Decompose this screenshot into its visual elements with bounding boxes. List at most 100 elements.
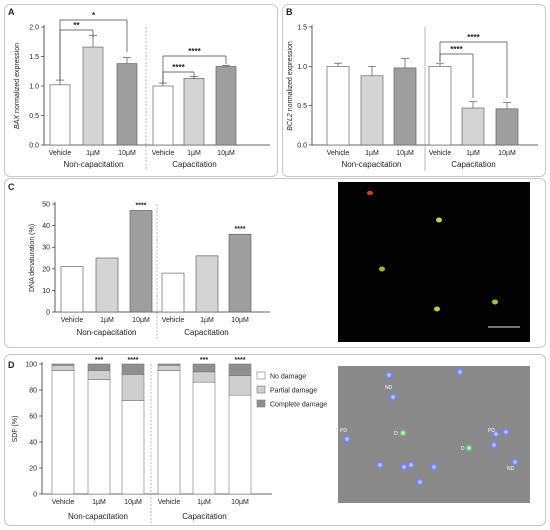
significance-stars: **	[73, 21, 80, 30]
x-tick-label: 1µM	[187, 150, 201, 157]
bar	[95, 257, 119, 313]
y-tick-label: 20	[42, 266, 50, 273]
bar-segment-complete-damage	[192, 363, 216, 373]
micrograph-label: PD	[340, 428, 347, 434]
significance-stars: ****	[450, 45, 463, 54]
significance-stars: *	[92, 11, 96, 20]
significance-stars: ****	[188, 47, 201, 56]
y-tick-label: 60	[29, 414, 37, 421]
bar-segment-no-damage	[157, 370, 181, 495]
legend-no-damage-label: No damage	[270, 374, 306, 381]
group-label: Capacitation	[172, 160, 216, 169]
nucleus-blue	[489, 440, 499, 450]
significance-stars: ****	[172, 63, 185, 72]
y-tick-label: 10	[42, 288, 50, 295]
bar-segment-complete-damage	[228, 363, 252, 376]
y-tick-label: 0.0	[297, 143, 307, 150]
y-axis-label-gene: BAX	[14, 115, 21, 129]
x-tick-label: Vehicle	[327, 150, 350, 157]
bar	[360, 75, 384, 146]
legend-partial-damage-label: Partial damage	[270, 388, 317, 395]
y-tick-label: 20	[29, 466, 37, 473]
x-tick-label: Vehicle	[158, 499, 181, 506]
x-tick-label: 1µM	[92, 499, 106, 506]
x-tick-label: 1µM	[100, 317, 114, 324]
micrograph-label: D	[394, 431, 398, 437]
x-tick-label: 1µM	[86, 150, 100, 157]
group-label: Non-capacitation	[76, 328, 136, 337]
bar	[49, 84, 71, 146]
y-tick-label: 0.0	[29, 143, 39, 150]
y-axis-label: BAX normalized expression	[14, 43, 21, 129]
bar	[82, 46, 104, 146]
nucleus-blue	[384, 370, 394, 380]
bar-segment-partial-damage	[192, 371, 216, 383]
panel-letter: A	[8, 7, 15, 17]
bar-segment-partial-damage	[157, 364, 181, 371]
y-tick-label: 1.0	[297, 64, 307, 71]
y-axis-label-rest: normalized expression	[14, 43, 21, 115]
group-label: Non-capacitation	[63, 160, 123, 169]
y-tick-label: 0	[33, 492, 37, 499]
y-tick-label: 1.5	[29, 54, 39, 61]
y-tick-label: 0.5	[29, 113, 39, 120]
y-tick-label: 40	[29, 440, 37, 447]
bar	[461, 107, 485, 146]
x-tick-label: 10µM	[132, 317, 150, 324]
green-sperm-cell	[379, 266, 385, 272]
bar-segment-no-damage	[192, 381, 216, 495]
group-label: Capacitation	[451, 160, 495, 169]
x-tick-label: 10µM	[231, 499, 249, 506]
panel-letter: C	[8, 182, 15, 192]
significance-stars: ****	[467, 33, 480, 42]
bar-segment-no-damage	[87, 379, 111, 495]
bar	[152, 85, 174, 146]
x-tick-label: Vehicle	[152, 150, 175, 157]
y-tick-label: 1.5	[297, 25, 307, 32]
significance-stars: ****	[235, 226, 246, 233]
x-tick-label: 1µM	[466, 150, 480, 157]
nucleus-blue	[491, 429, 501, 439]
group-label: Capacitation	[184, 328, 228, 337]
bar-segment-no-damage	[228, 394, 252, 495]
bar-segment-partial-damage	[121, 374, 145, 401]
y-tick-label: 50	[42, 202, 50, 209]
y-axis-label-gene: BCL2	[287, 113, 294, 131]
bar-segment-no-damage	[51, 370, 75, 495]
y-tick-label: 0	[46, 310, 50, 317]
green-sperm-cell	[436, 217, 442, 223]
nucleus-blue	[406, 460, 416, 470]
bar	[228, 233, 252, 313]
legend-complete-damage-label: Complete damage	[270, 402, 327, 409]
significance-stars: ****	[235, 357, 246, 364]
y-axis-label-rest: normalized expression	[287, 41, 294, 113]
y-tick-label: 1.0	[29, 84, 39, 91]
x-tick-label: Vehicle	[162, 317, 185, 324]
red-sperm-cell	[367, 190, 373, 196]
panel-letter: D	[8, 360, 15, 370]
green-sperm-cell	[492, 299, 498, 305]
micrograph-label: D	[461, 446, 465, 452]
bar-segment-complete-damage	[51, 363, 75, 366]
group-label: Non-capacitation	[341, 160, 401, 169]
legend-partial-damage-swatch	[256, 385, 266, 394]
nucleus-blue	[501, 427, 511, 437]
sdf-micrograph-cells: ND PD D D PD ND	[340, 367, 520, 487]
bar-segment-complete-damage	[121, 363, 145, 375]
x-tick-label: Vehicle	[52, 499, 75, 506]
bar-segment-partial-damage	[51, 364, 75, 371]
nucleus-blue	[375, 460, 385, 470]
x-tick-label: Vehicle	[61, 317, 84, 324]
significance-stars: ***	[200, 357, 208, 364]
x-tick-label: 10µM	[217, 150, 235, 157]
nucleus-blue	[342, 434, 352, 444]
group-label: Capacitation	[182, 512, 226, 521]
nucleus-blue	[429, 462, 439, 472]
bar-segment-partial-damage	[228, 375, 252, 396]
x-tick-label: Vehicle	[49, 150, 72, 157]
bar-segment-complete-damage	[157, 363, 181, 366]
x-tick-label: 1µM	[200, 317, 214, 324]
y-axis-label: SDF (%)	[12, 416, 19, 443]
bar-segment-no-damage	[121, 400, 145, 495]
